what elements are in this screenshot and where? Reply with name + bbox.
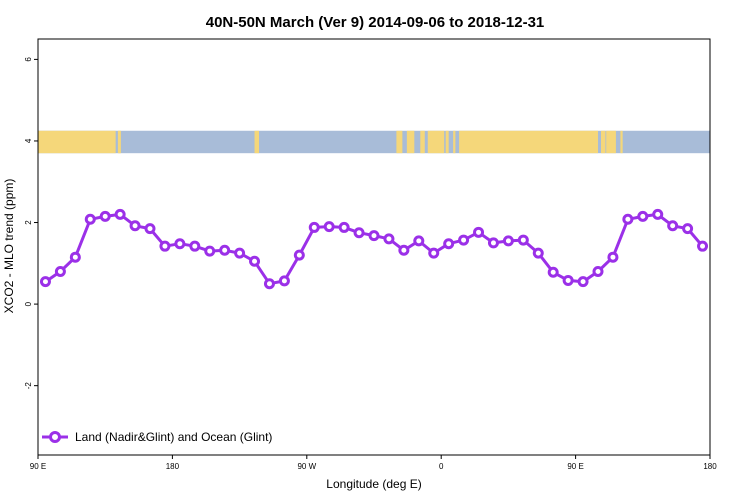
data-point (667, 220, 679, 232)
data-point (353, 227, 365, 239)
data-point (174, 238, 186, 250)
data-point (189, 240, 201, 252)
data-point (159, 240, 171, 252)
data-point (383, 233, 395, 245)
data-point (622, 213, 634, 225)
map-strip (38, 130, 710, 154)
data-point (144, 223, 156, 235)
data-point (114, 208, 126, 220)
x-tick-label: 90 E (567, 462, 583, 471)
legend: Land (Nadir&Glint) and Ocean (Glint) (42, 430, 272, 444)
x-tick-label: 90 E (30, 462, 46, 471)
data-point (652, 208, 664, 220)
data-point (368, 230, 380, 242)
data-point (219, 244, 231, 256)
map-land-segment (420, 130, 425, 154)
map-land-segment (406, 130, 415, 154)
data-point (84, 213, 96, 225)
data-point (562, 274, 574, 286)
data-point (69, 251, 81, 263)
chart-title: 40N-50N March (Ver 9) 2014-09-06 to 2018… (206, 14, 545, 31)
y-tick-label: 6 (24, 57, 33, 62)
legend-marker (49, 431, 61, 443)
y-tick-label: 2 (24, 220, 33, 225)
data-point (473, 226, 485, 238)
data-point (682, 223, 694, 235)
map-land-segment (38, 130, 116, 154)
data-point (487, 237, 499, 249)
map-land-segment (459, 130, 598, 154)
data-point (249, 255, 261, 267)
map-land-segment (427, 130, 445, 154)
y-tick-label: 4 (24, 138, 33, 143)
data-point (39, 276, 51, 288)
y-tick-label: -2 (24, 382, 33, 390)
y-axis-label: XCO2 - MLO trend (ppm) (2, 179, 16, 314)
data-point (458, 234, 470, 246)
data-point (517, 234, 529, 246)
data-point (54, 265, 66, 277)
data-point (697, 240, 709, 252)
x-tick-label: 180 (166, 462, 180, 471)
legend-label: Land (Nadir&Glint) and Ocean (Glint) (75, 430, 272, 444)
x-tick-label: 90 W (297, 462, 316, 471)
map-land-segment (606, 130, 616, 154)
data-point (234, 247, 246, 259)
data-point (204, 245, 216, 257)
x-tick-label: 0 (439, 462, 444, 471)
data-point (428, 247, 440, 259)
map-land-segment (396, 130, 403, 154)
x-axis-label: Longitude (deg E) (326, 477, 421, 491)
data-point (99, 210, 111, 222)
series-line (44, 212, 704, 286)
map-land-segment (445, 130, 449, 154)
x-axis: 90 E 180 90 W 0 90 E 180 (30, 455, 717, 471)
x-tick-label: 180 (703, 462, 717, 471)
map-land-segment (620, 130, 623, 154)
data-point (323, 221, 335, 233)
data-point (263, 278, 275, 290)
map-land-segment (600, 130, 606, 154)
plot-frame (37, 38, 711, 456)
series-layer (39, 208, 709, 290)
data-point (308, 221, 320, 233)
map-land-segment (453, 130, 456, 154)
data-point (577, 276, 589, 288)
data-point (607, 251, 619, 263)
data-point (398, 244, 410, 256)
data-point (547, 266, 559, 278)
data-point (338, 221, 350, 233)
data-point (443, 238, 455, 250)
data-point (278, 275, 290, 287)
data-point (532, 247, 544, 259)
data-point (129, 220, 141, 232)
data-point (502, 235, 514, 247)
y-axis: -2 0 2 4 6 (24, 57, 38, 390)
y-tick-label: 0 (24, 301, 33, 306)
map-land-segment (254, 130, 260, 154)
data-point (413, 235, 425, 247)
data-point (592, 265, 604, 277)
data-point (637, 210, 649, 222)
data-point (293, 249, 305, 261)
map-land-segment (118, 130, 121, 154)
